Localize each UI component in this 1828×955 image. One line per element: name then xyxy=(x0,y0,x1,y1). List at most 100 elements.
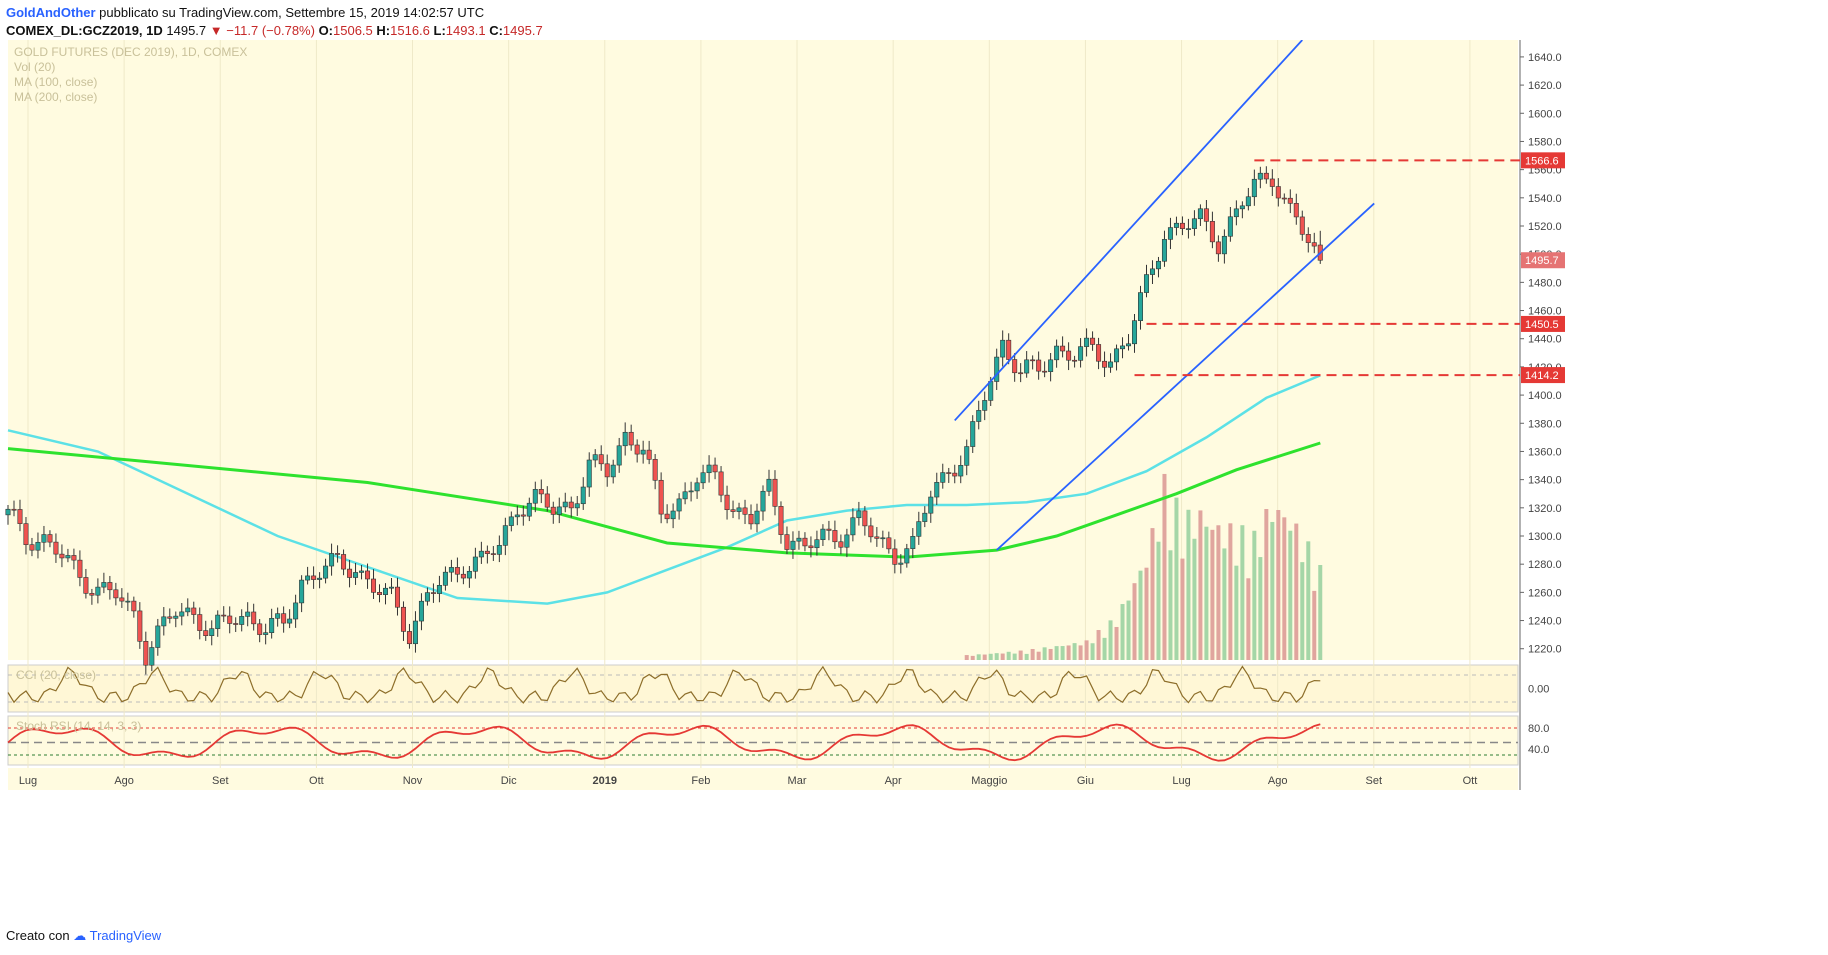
time-tick-label: Feb xyxy=(691,775,710,787)
candle-body xyxy=(622,431,628,447)
volume-bar xyxy=(982,654,987,660)
volume-bar xyxy=(1204,526,1209,660)
candle-body xyxy=(1155,260,1161,270)
author-name[interactable]: GoldAndOther xyxy=(6,5,96,20)
candle-body xyxy=(1245,196,1251,207)
candle-body xyxy=(724,494,730,511)
candle-body xyxy=(544,493,550,508)
candle-body xyxy=(862,510,868,527)
volume-bar xyxy=(1222,548,1227,660)
candle-body xyxy=(736,507,742,512)
candle-body xyxy=(766,478,772,492)
candle-body xyxy=(808,545,814,549)
candle-body xyxy=(700,472,706,484)
price-tick-label: 1540.0 xyxy=(1528,193,1562,205)
candle-body xyxy=(59,553,65,559)
volume-bar xyxy=(976,654,981,660)
candle-body xyxy=(347,568,353,578)
candle-body xyxy=(1030,359,1036,362)
candle-body xyxy=(1060,345,1066,352)
time-tick-label: Dic xyxy=(501,775,517,787)
candle-body xyxy=(538,489,544,495)
candle-body xyxy=(197,614,203,631)
candle-body xyxy=(1036,359,1042,372)
candle-body xyxy=(928,496,934,514)
candle-body xyxy=(688,490,694,493)
candle-body xyxy=(1072,359,1078,362)
volume-bar xyxy=(1066,645,1071,660)
candle-body xyxy=(1221,235,1227,255)
volume-bar xyxy=(1186,509,1191,660)
volume-bar xyxy=(1264,509,1269,660)
candle-body xyxy=(874,536,880,539)
candle-body xyxy=(251,611,257,625)
candle-body xyxy=(1149,268,1155,275)
time-tick-label: Set xyxy=(1366,775,1383,787)
candle-body xyxy=(796,537,802,542)
volume-bar xyxy=(1294,523,1299,660)
candle-body xyxy=(718,471,724,496)
close-label: C: xyxy=(489,23,503,38)
volume-bar xyxy=(1234,565,1239,660)
candle-body xyxy=(11,508,17,511)
chart-legend-entry: Vol (20) xyxy=(14,60,55,74)
time-tick-label: Giu xyxy=(1077,775,1094,787)
candle-body xyxy=(185,607,191,613)
candle-body xyxy=(1281,197,1287,200)
volume-bar xyxy=(1300,562,1305,660)
candle-body xyxy=(916,521,922,537)
time-tick-label: Mar xyxy=(788,775,807,787)
volume-bar xyxy=(1210,529,1215,660)
volume-bar xyxy=(970,655,975,660)
candle-body xyxy=(1167,227,1173,240)
price-tick-label: 1340.0 xyxy=(1528,475,1562,487)
candle-body xyxy=(556,506,562,515)
candle-body xyxy=(1185,228,1191,230)
volume-bar xyxy=(1252,530,1257,660)
candle-body xyxy=(742,507,748,515)
candle-body xyxy=(1161,239,1167,262)
candle-body xyxy=(41,534,47,543)
volume-bar xyxy=(1042,647,1047,660)
candle-body xyxy=(400,606,406,632)
candle-body xyxy=(856,510,862,519)
tradingview-link[interactable]: TradingView xyxy=(89,928,162,943)
volume-bar xyxy=(1174,497,1179,660)
cci-line xyxy=(7,665,1321,704)
volume-bar xyxy=(1120,604,1125,660)
candle-body xyxy=(676,498,682,512)
candle-body xyxy=(227,615,233,624)
open-label: O: xyxy=(318,23,334,38)
volume-bar xyxy=(1306,541,1311,660)
time-tick-label: Apr xyxy=(885,775,902,787)
candle-body xyxy=(1138,292,1144,321)
candle-body xyxy=(754,510,760,525)
candle-body xyxy=(125,600,131,603)
candle-body xyxy=(1078,346,1084,361)
candle-body xyxy=(239,616,245,625)
candle-body xyxy=(1215,241,1221,255)
candle-body xyxy=(107,582,113,591)
candle-body xyxy=(1233,208,1239,218)
candle-body xyxy=(892,548,898,565)
volume-bar xyxy=(1030,649,1035,660)
volume-bar xyxy=(1102,637,1107,660)
candle-body xyxy=(748,513,754,525)
candle-body xyxy=(191,607,197,615)
candle-body xyxy=(508,516,514,526)
volume-bar xyxy=(964,655,969,660)
candle-body xyxy=(394,586,400,608)
candle-body xyxy=(263,632,269,635)
low-value: 1493.1 xyxy=(445,23,486,38)
price-tick-label: 1220.0 xyxy=(1528,644,1562,656)
candle-body xyxy=(203,630,209,636)
price-chart[interactable]: 1220.0 1240.0 1260.0 1280.0 1300.0 1320.0 1340… xyxy=(0,40,1828,920)
volume-bar xyxy=(1144,567,1149,660)
candle-body xyxy=(365,570,371,580)
time-tick-label: Maggio xyxy=(971,775,1007,787)
price-tick-label: 1380.0 xyxy=(1528,418,1562,430)
cci-axis-label: 0.00 xyxy=(1528,684,1549,696)
candle-body xyxy=(616,445,622,466)
time-axis-bg xyxy=(8,768,1518,790)
volume-bar xyxy=(1246,578,1251,660)
